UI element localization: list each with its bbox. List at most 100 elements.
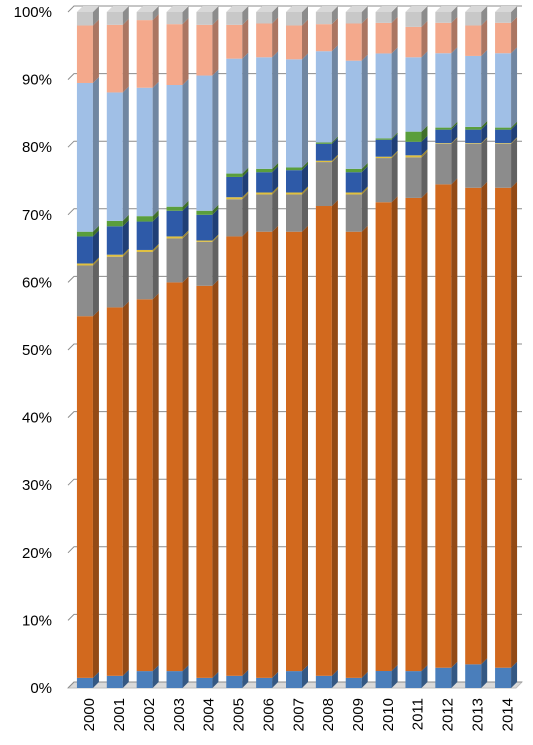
bar-segment-side [451,121,458,130]
bar-segment-side [272,671,279,688]
bar-segment-side [272,17,279,58]
bar-segment [495,22,512,54]
x-tick-label: 2012 [440,698,457,731]
bar-segment [375,156,392,159]
bar-top-face [345,6,368,12]
bar-segment [345,168,362,173]
bar-stack-2005 [226,6,249,688]
bar-top-face [435,6,458,12]
bar-stack-2000 [76,6,99,688]
bar-segment [315,160,332,163]
bar-segment [136,249,153,252]
bar-segment-side [361,166,368,193]
bar-segment-side [391,196,398,672]
bar-segment [465,25,482,56]
bar-segment-side [122,18,129,93]
gridline [67,275,522,283]
bar-segment [226,236,243,676]
x-tick-label: 2007 [290,698,307,731]
bar-segment [435,12,452,23]
bar-segment [315,51,332,143]
bar-stack-2012 [435,6,458,688]
bar-segment-side [212,279,219,678]
y-tick-label: 100% [14,4,52,21]
bar-segment [256,231,273,678]
bar-segment [76,677,93,688]
bar-segment-side [331,669,338,688]
bar-segment [495,143,512,144]
bar-segment-side [451,16,458,54]
bar-segment [256,194,273,232]
bar-stack-2003 [166,6,189,688]
bar-segment [495,129,512,144]
bar-segment [106,220,123,227]
bar-segment [286,671,302,688]
bar-segment-side [391,150,398,159]
bar-segment-side [421,149,428,158]
bar-segment [495,127,512,130]
bar-top-face [196,6,219,12]
bar-stack-2013 [465,6,488,688]
y-tick-label: 30% [22,477,52,494]
bar-segment-side [242,6,249,25]
bar-segment [76,25,93,83]
bar-segment [136,12,153,21]
bar-segment-side [212,671,219,688]
bar-segment-side [361,17,368,61]
bar-segment [465,12,482,26]
bar-stack-2011 [405,6,428,688]
bar-segment [375,22,392,54]
bar-segment-side [361,6,368,24]
bar-segment [256,172,273,193]
bar-segment [465,143,482,144]
bar-segment-side [242,18,249,59]
bar-segment-side [182,200,189,211]
bar-segment [435,53,452,128]
gridline [67,73,522,80]
gridline [67,681,522,689]
bar-segment-side [361,186,368,195]
bar-segment [405,131,422,142]
bar-segment [315,12,332,25]
bar-segment-side [302,53,308,168]
bar-segment-side [302,6,308,26]
bar-segment [196,24,213,76]
gridline [67,343,522,351]
bar-segment [405,12,422,27]
bar-segment [465,126,482,130]
bar-stack-2008 [315,6,338,688]
bar-stack-2010 [375,6,398,688]
bar-segment [196,75,213,211]
bar-segment-side [272,6,279,24]
bar-segment-side [302,665,308,688]
bar-segment [495,12,512,23]
bar-segment [435,22,452,54]
bar-segment-side [272,51,279,169]
bar-segment-side [511,661,518,688]
bar-segment-side [511,6,518,23]
bar-segment [106,675,123,688]
bar-segment-side [242,230,249,676]
bar-stack-2001 [106,6,129,688]
bar-segment [166,210,183,237]
bar-segment [345,23,362,61]
bar-segment [166,85,183,207]
bar-segment-side [361,162,368,173]
bar-segment-side [391,132,398,140]
bar-segment [465,55,482,127]
bar-segment [286,231,302,672]
bar-segment-side [212,204,219,215]
bar-segment-side [182,230,189,239]
bar-segment [345,12,362,24]
bar-segment-side [481,658,488,688]
bar-segment-side [212,18,219,76]
bar-segment-side [511,123,518,144]
bar-segment-side [212,69,219,211]
bar-segment-side [391,665,398,688]
y-tick-label: 90% [22,72,52,89]
bar-top-face [495,6,518,12]
bar-segment-side [391,6,398,23]
bar-segment [315,143,332,161]
bar-segment [226,173,243,177]
